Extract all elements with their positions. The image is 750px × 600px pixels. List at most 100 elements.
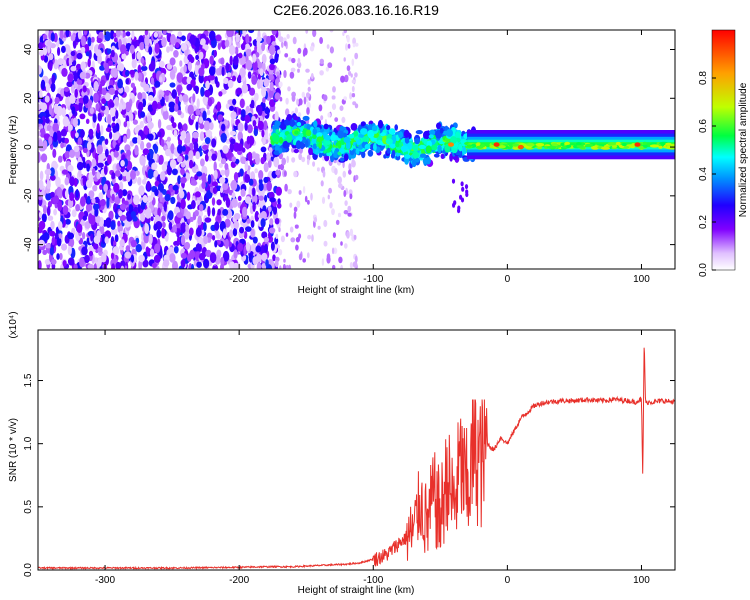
heatmap-cell: [97, 162, 104, 168]
heatmap-cell: [313, 120, 318, 128]
heatmap-cell: [187, 61, 192, 72]
heatmap-cell: [245, 33, 250, 44]
heatmap-cell: [104, 236, 109, 244]
heatmap-cell: [222, 228, 227, 239]
heatmap-cell: [380, 132, 386, 137]
snr-panel: -300 -200 -100 0 100 0.0 0.5 1.0 1.5 Height of …: [8, 311, 676, 596]
heatmap-cell: [364, 143, 371, 150]
heatmap-cell: [220, 169, 226, 176]
heatmap-cell: [219, 176, 226, 184]
heatmap-cell: [302, 115, 310, 121]
heatmap-cell: [169, 57, 176, 66]
heatmap-cell: [51, 74, 56, 85]
heatmap-cell: [88, 86, 93, 98]
heatmap-cell: [47, 215, 54, 221]
y-tick-label: 0: [23, 144, 34, 150]
heatmap-cell: [213, 49, 217, 58]
heatmap-cell: [207, 205, 211, 217]
heatmap-cell: [180, 198, 186, 210]
heatmap-cell: [153, 31, 159, 38]
heatmap-cell: [331, 95, 336, 100]
heatmap-cell: [120, 265, 125, 269]
heatmap-cell: [114, 234, 119, 243]
heatmap-cell: [475, 145, 484, 149]
heatmap-cell: [331, 103, 337, 110]
heatmap-cell: [70, 34, 76, 42]
heatmap-cell: [111, 263, 116, 269]
heatmap-cell: [203, 258, 210, 269]
heatmap-cell: [125, 101, 132, 112]
heatmap-cell: [109, 101, 115, 108]
heatmap-cell: [222, 181, 229, 191]
heatmap-cell: [185, 211, 191, 220]
heatmap-cell: [211, 138, 217, 148]
heatmap-cell: [188, 227, 194, 236]
heatmap-cell: [343, 96, 348, 101]
heatmap-cell: [354, 52, 359, 60]
y-tick-label: -20: [23, 188, 34, 203]
heatmap-cell: [321, 258, 325, 266]
heatmap-cell: [180, 252, 187, 259]
heatmap-cell: [306, 158, 310, 166]
heatmap-cell: [99, 198, 107, 207]
heatmap-cell: [57, 46, 61, 56]
heatmap-cell: [248, 30, 255, 34]
heatmap-cell: [214, 76, 218, 85]
heatmap-cell: [140, 201, 146, 210]
heatmap-cell: [308, 147, 313, 156]
heatmap-cell: [107, 114, 112, 125]
heatmap-cell: [192, 131, 199, 139]
heatmap-cell: [467, 144, 472, 148]
heatmap-cell: [607, 142, 617, 146]
heatmap-cell: [342, 170, 347, 178]
heatmap-cell: [115, 213, 119, 220]
heatmap-cell: [137, 203, 141, 213]
heatmap-cell: [49, 62, 53, 72]
y-tick-label: 20: [23, 92, 34, 104]
heatmap-cell: [373, 143, 377, 152]
heatmap-cell: [167, 210, 174, 221]
heatmap-cell: [180, 162, 186, 168]
heatmap-cell: [279, 132, 285, 138]
heatmap-cell: [224, 163, 229, 170]
heatmap-cell: [38, 179, 44, 191]
heatmap-cell: [40, 153, 48, 163]
heatmap-cell: [228, 241, 233, 248]
heatmap-cell: [94, 215, 101, 224]
heatmap-cell: [93, 203, 100, 211]
heatmap-cell: [233, 249, 238, 259]
heatmap-cell: [143, 83, 150, 92]
heatmap-cell: [498, 145, 506, 149]
heatmap-cell: [338, 256, 343, 264]
heatmap-cell: [75, 188, 79, 198]
heatmap-cell: [105, 217, 112, 229]
heatmap-cell: [159, 76, 163, 83]
heatmap-cell: [98, 83, 103, 93]
heatmap-cell: [157, 183, 164, 193]
heatmap-cell: [108, 87, 115, 96]
heatmap-cell: [232, 262, 240, 269]
heatmap-cell: [278, 81, 283, 88]
heatmap-cell: [286, 114, 292, 121]
heatmap-cell: [470, 143, 477, 147]
heatmap-cell: [101, 233, 106, 245]
heatmap-cell: [354, 255, 358, 263]
heatmap-cell: [268, 147, 273, 153]
heatmap-cell: [394, 124, 399, 131]
heatmap-cell: [257, 107, 263, 116]
heatmap-cell: [356, 139, 361, 146]
heatmap-cell: [180, 176, 187, 184]
heatmap-cell: [114, 96, 119, 107]
heatmap-cell: [92, 113, 97, 123]
heatmap-cell: [274, 111, 279, 122]
heatmap-cell: [143, 125, 149, 135]
heatmap-cell: [162, 259, 170, 267]
heatmap-cell: [263, 78, 270, 88]
heatmap-cell: [335, 219, 340, 225]
heatmap-cell: [203, 222, 207, 232]
heatmap-cell: [270, 241, 275, 251]
heatmap-cell: [119, 230, 124, 239]
heatmap-cell: [274, 218, 280, 225]
heatmap-cell: [124, 251, 132, 259]
